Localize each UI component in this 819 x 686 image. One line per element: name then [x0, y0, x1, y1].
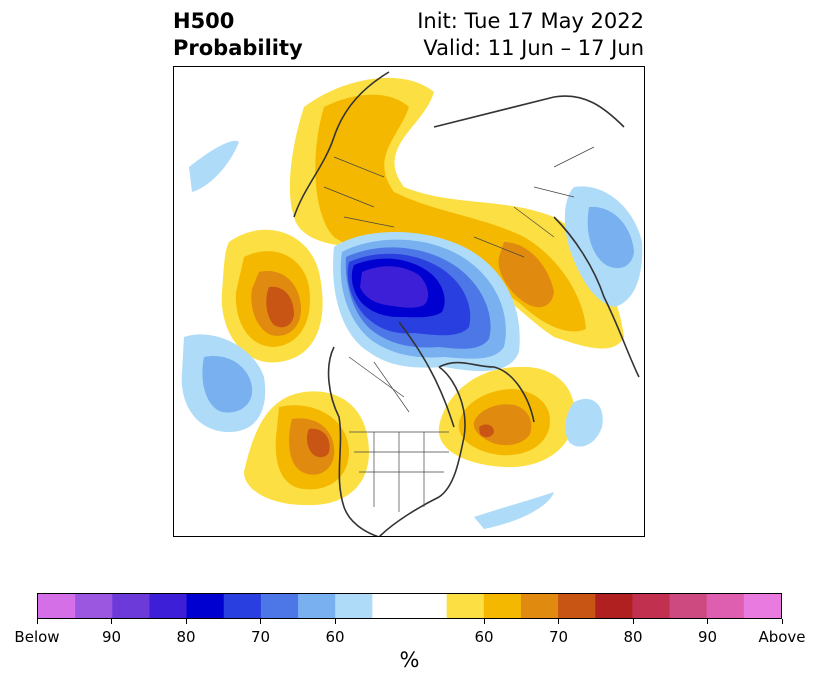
- colorbar-swatch: [75, 594, 113, 618]
- colorbar-swatch: [483, 594, 522, 618]
- colorbar-tick-label: 90: [101, 628, 122, 646]
- positive-anomaly-northwest-atlantic: [438, 366, 575, 468]
- colorbar-swatch: [520, 594, 559, 618]
- init-date: Init: Tue 17 May 2022: [417, 9, 644, 33]
- title-line-h500: H500: [173, 9, 235, 33]
- colorbar-tick-label: 60: [474, 628, 494, 646]
- shade-blue-light: [189, 140, 239, 192]
- colorbar-swatch: [38, 594, 76, 618]
- colorbar-swatch: [446, 594, 485, 618]
- shade-blue-purple: [360, 266, 429, 308]
- negative-anomaly-arctic: [333, 232, 520, 372]
- colorbar-tick-mark: [632, 619, 634, 624]
- colorbar-tick-label: 60: [325, 628, 345, 646]
- colorbar-tick-mark: [111, 619, 112, 624]
- colorbar-tick-mark: [185, 619, 187, 624]
- colorbar-tick-label: 90: [697, 628, 718, 646]
- shade-red: [306, 428, 330, 458]
- colorbar-swatch: [149, 594, 188, 618]
- colorbar-tick-label: 70: [250, 628, 271, 646]
- positive-anomaly-north-pacific: [221, 229, 323, 363]
- colorbar-swatch: [186, 594, 225, 618]
- colorbar-swatch: [112, 594, 150, 618]
- colorbar-unit: %: [399, 648, 420, 672]
- shade-blue-light: [474, 492, 554, 529]
- positive-anomaly-western-us: [244, 391, 369, 506]
- colorbar-tick-mark: [483, 619, 485, 624]
- colorbar-swatch: [743, 594, 781, 618]
- shade-red: [266, 286, 294, 328]
- colorbar-swatch: [595, 594, 633, 618]
- valid-range: Valid: 11 Jun – 17 Jun: [423, 36, 644, 60]
- colorbar-swatch: [669, 594, 708, 618]
- colorbar-swatch: [409, 594, 448, 618]
- colorbar-swatch: [632, 594, 671, 618]
- colorbar: [37, 593, 782, 619]
- colorbar-tick-mark: [707, 619, 708, 624]
- colorbar-tick-mark: [781, 619, 783, 624]
- colorbar-tick-mark: [558, 619, 559, 624]
- shade-blue-mid: [202, 356, 253, 413]
- shade-red: [479, 424, 494, 438]
- colorbar-tick-label: 70: [548, 628, 569, 646]
- colorbar-tick-label: Above: [758, 628, 806, 646]
- colorbar-swatch: [558, 594, 596, 618]
- shade-orange: [498, 242, 554, 308]
- colorbar-swatch: [260, 594, 299, 618]
- date-info: Init: Tue 17 May 2022 Valid: 11 Jun – 17…: [417, 8, 644, 62]
- coastlines: [293, 71, 640, 536]
- colorbar-swatch: [335, 594, 373, 618]
- colorbar-tick-mark: [260, 619, 261, 624]
- colorbar-swatch: [706, 594, 745, 618]
- colorbar-tick-label: 80: [176, 628, 196, 646]
- shade-blue-light: [565, 398, 603, 447]
- colorbar-tick-labels: Below 90 80 70 60 60 70 80 90 Above: [0, 628, 819, 648]
- colorbar-swatch: [372, 594, 410, 618]
- shade-blue-mid: [587, 206, 634, 269]
- colorbar-tick-label: 80: [623, 628, 643, 646]
- title-line-probability: Probability: [173, 36, 303, 60]
- map-title: H500 Probability: [173, 8, 303, 62]
- positive-anomaly-eurasia: [289, 77, 624, 349]
- colorbar-swatches: [38, 594, 781, 618]
- map-canvas: [181, 71, 643, 536]
- colorbar-tick-label: Below: [14, 628, 60, 646]
- colorbar-swatch: [298, 594, 336, 618]
- colorbar-tick-mark: [36, 619, 38, 624]
- colorbar-swatch: [223, 594, 262, 618]
- probability-map: [173, 66, 645, 537]
- political-borders: [323, 146, 595, 512]
- colorbar-tick-mark: [334, 619, 336, 624]
- negative-anomaly-misc: [181, 140, 643, 529]
